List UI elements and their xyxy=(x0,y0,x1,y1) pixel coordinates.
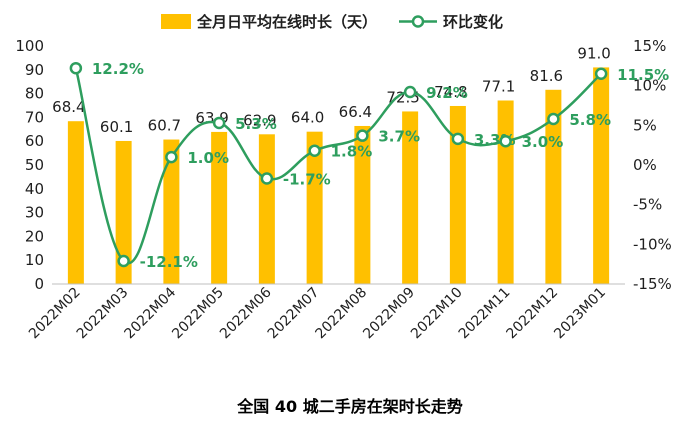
x-axis: 2022M022022M032022M042022M052022M062022M… xyxy=(26,283,625,343)
y-left-tick-label: 30 xyxy=(25,204,44,222)
line-marker xyxy=(594,67,608,81)
line-value-label: 11.5% xyxy=(617,66,669,84)
bar xyxy=(258,134,275,284)
bar xyxy=(163,139,180,284)
bar-value-label: 74.8 xyxy=(434,83,467,101)
line-value-label: -12.1% xyxy=(140,253,198,271)
bar-value-label: 60.1 xyxy=(100,118,133,136)
line-value-label: 1.0% xyxy=(187,149,229,167)
bar-value-label: 68.4 xyxy=(52,98,85,116)
bar-value-label: 62.9 xyxy=(243,111,276,129)
y-left-tick-label: 50 xyxy=(25,156,44,174)
y-right-tick-label: 10% xyxy=(633,77,666,95)
line-value-label: 1.8% xyxy=(331,143,373,161)
line-value-label: 9.2% xyxy=(426,84,468,102)
x-tick-label: 2022M02 xyxy=(26,285,84,343)
y-right-tick-label: -15% xyxy=(633,275,672,293)
y-left-tick-label: 0 xyxy=(34,275,44,293)
bar-value-label: 91.0 xyxy=(577,44,610,62)
bar-value-label: 66.4 xyxy=(339,103,372,121)
y-right-axis: -15% -10% -5% 0% 5% 10% 15% xyxy=(633,37,672,293)
bar xyxy=(211,131,228,284)
legend-bar-swatch xyxy=(161,14,191,29)
bar xyxy=(67,121,84,284)
bar xyxy=(593,67,610,284)
y-right-tick-label: 5% xyxy=(633,116,657,134)
line-marker xyxy=(451,132,465,146)
line-marker xyxy=(403,85,417,99)
bar-value-label: 81.6 xyxy=(530,67,563,85)
x-tick-label: 2022M05 xyxy=(169,285,227,343)
bar xyxy=(115,140,132,284)
line-marker xyxy=(308,144,321,157)
y-right-tick-label: 0% xyxy=(633,156,657,174)
y-right-tick-label: -10% xyxy=(633,235,672,253)
bar-value-label: 77.1 xyxy=(482,78,515,96)
bar xyxy=(545,89,562,285)
line-marker xyxy=(165,150,178,164)
legend-line-marker xyxy=(411,15,425,28)
line-value-label: -1.7% xyxy=(283,170,331,188)
bar-value-label: 60.7 xyxy=(148,117,181,135)
legend-bar-label: 全月日平均在线时长（天） xyxy=(196,13,377,31)
line-marker xyxy=(117,254,130,268)
line-marker xyxy=(69,61,83,75)
line-marker xyxy=(499,134,512,148)
y-left-tick-label: 90 xyxy=(25,61,44,79)
bar xyxy=(449,105,466,284)
y-left-tick-label: 40 xyxy=(25,180,44,198)
y-right-tick-label: 15% xyxy=(633,37,666,55)
line-series: 12.2%-12.1%1.0%5.3%-1.7%1.8%3.7%9.2%3.3%… xyxy=(69,60,669,271)
x-tick-label: 2022M09 xyxy=(360,285,418,343)
line-value-label: 3.0% xyxy=(522,133,564,151)
line-marker xyxy=(547,112,560,126)
x-tick-label: 2022M08 xyxy=(313,285,371,343)
line-value-label: 5.8% xyxy=(569,111,611,129)
bar xyxy=(306,131,323,284)
y-left-tick-label: 20 xyxy=(25,227,44,245)
x-tick-label: 2022M11 xyxy=(456,285,514,343)
line-value-label: 3.7% xyxy=(378,128,420,146)
bar xyxy=(354,125,371,284)
bar-value-label: 64.0 xyxy=(291,109,324,127)
line-marker xyxy=(356,129,369,142)
y-right-tick-label: -5% xyxy=(633,196,662,214)
line-marker xyxy=(212,116,226,130)
x-tick-label: 2023M01 xyxy=(551,285,609,343)
y-left-tick-label: 60 xyxy=(25,132,44,150)
x-tick-label: 2022M03 xyxy=(74,285,132,343)
bar xyxy=(497,100,514,284)
line-value-label: 5.3% xyxy=(235,115,277,133)
line-value-label: 12.2% xyxy=(92,60,144,78)
y-left-axis: 0 10 20 30 40 50 60 70 80 90 100 xyxy=(15,37,44,293)
y-left-tick-label: 80 xyxy=(25,85,44,103)
legend-line-label: 环比变化 xyxy=(443,13,503,31)
bar-series: 68.460.1 60.7 63.9 62.9 64.0 66.472.5 74.8 77.1… xyxy=(52,44,611,285)
line-marker xyxy=(260,172,274,185)
x-tick-label: 2022M10 xyxy=(408,285,466,343)
chart-title: 全国 40 城二手房在架时长走势 xyxy=(236,397,462,416)
y-left-tick-label: 70 xyxy=(25,108,44,126)
legend: 全月日平均在线时长（天） 环比变化 xyxy=(161,13,503,31)
x-tick-label: 2022M07 xyxy=(265,285,323,343)
bar xyxy=(402,111,419,284)
x-tick-label: 2022M12 xyxy=(504,285,562,343)
y-left-tick-label: 100 xyxy=(15,37,44,55)
trend-line xyxy=(74,67,602,265)
y-left-tick-label: 10 xyxy=(25,251,44,269)
